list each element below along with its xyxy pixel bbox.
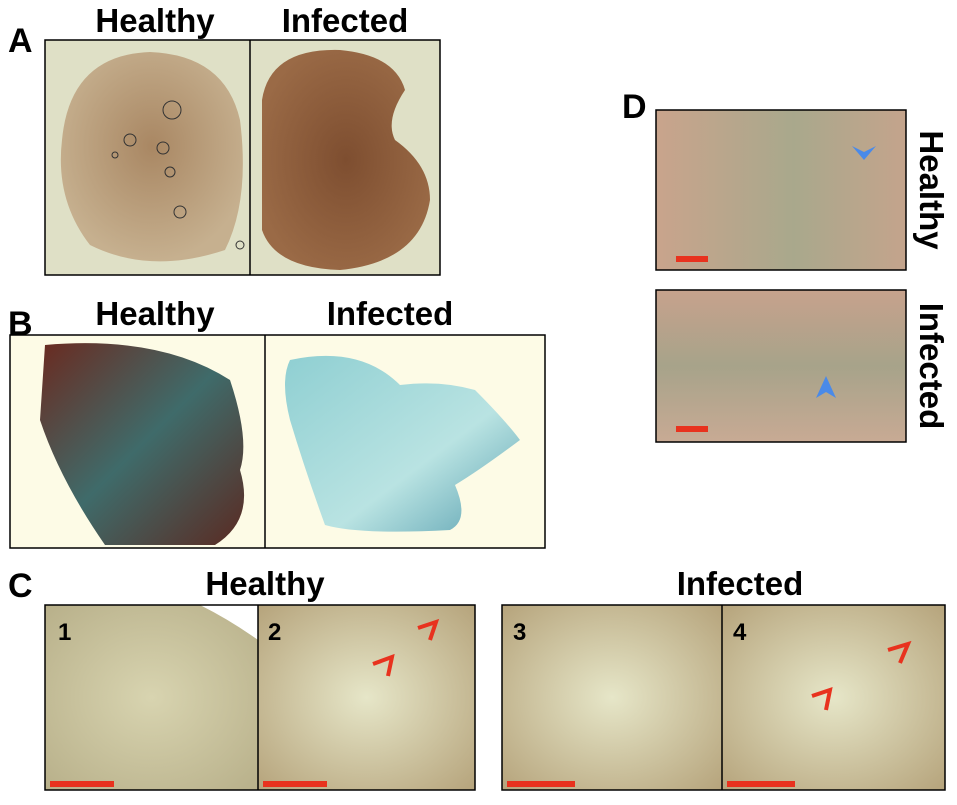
panel-d: D Healthy Infected — [622, 88, 950, 443]
panel-label: A — [8, 22, 33, 60]
panel-label: D — [622, 88, 647, 126]
panel-title: Infected — [282, 2, 409, 39]
arrows — [372, 618, 912, 711]
tissue — [285, 355, 520, 532]
panel-title: Healthy — [205, 565, 325, 602]
micrograph — [655, 109, 907, 271]
background — [200, 605, 258, 640]
panel-c: C Healthy Infected 1 2 3 4 — [8, 565, 946, 791]
micrograph — [45, 605, 258, 790]
image-frame — [501, 604, 946, 791]
scale-bars — [50, 781, 795, 787]
scale-bar — [676, 256, 708, 262]
image-frame — [44, 604, 476, 791]
panel-label: C — [8, 567, 33, 605]
panel-title: Infected — [677, 565, 804, 602]
arrow — [852, 146, 876, 160]
subpanel-number: 4 — [733, 619, 747, 646]
micrograph — [258, 605, 475, 790]
subpanel-number: 2 — [268, 619, 281, 646]
tissue — [262, 49, 430, 270]
panel-title: Healthy — [95, 295, 215, 332]
scale-bar — [676, 426, 708, 432]
bubbles — [111, 100, 245, 250]
micrograph — [655, 289, 907, 443]
panel-b: B Healthy Infected — [8, 295, 546, 549]
subpanel-number: 1 — [58, 619, 71, 646]
arrow — [816, 376, 836, 398]
panel-title: Healthy — [913, 130, 950, 250]
subpanel-number: 3 — [513, 619, 526, 646]
panel-a: A Healthy Infected — [8, 2, 441, 276]
panel-title: Infected — [327, 295, 454, 332]
panel-title: Infected — [913, 303, 950, 430]
micrograph — [502, 605, 722, 790]
tissue — [40, 343, 245, 545]
micrograph — [722, 605, 945, 790]
panel-title: Healthy — [95, 2, 215, 39]
tissue — [60, 52, 243, 262]
